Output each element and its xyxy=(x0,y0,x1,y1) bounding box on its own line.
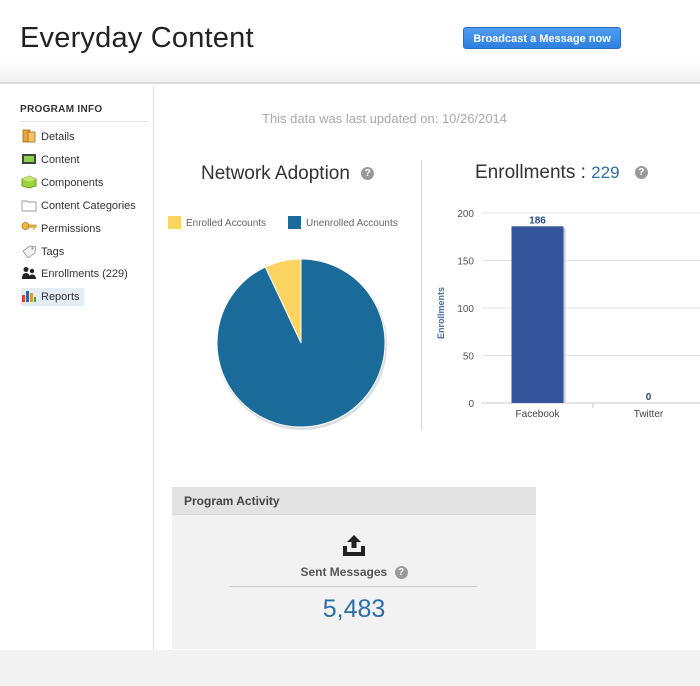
sidebar-heading: PROGRAM INFO xyxy=(20,104,103,115)
sent-messages-label: Sent Messages ? xyxy=(172,565,536,580)
upload-icon xyxy=(341,535,367,562)
sidebar-divider xyxy=(20,121,148,122)
y-tick-label: 200 xyxy=(457,209,474,220)
data-label: 0 xyxy=(646,392,652,403)
help-icon[interactable]: ? xyxy=(634,166,648,180)
network-adoption-pie-chart xyxy=(216,258,387,430)
details-icon xyxy=(21,129,37,143)
enrollments-title-text: Enrollments : xyxy=(475,162,586,183)
network-adoption-title: Network Adoption ? xyxy=(201,163,375,185)
enrollments-title: Enrollments : 229 ? xyxy=(475,162,648,184)
footer-band xyxy=(0,650,700,686)
enrollments-count: 229 xyxy=(591,163,620,182)
data-label: 186 xyxy=(529,215,546,226)
panel-divider xyxy=(421,160,422,430)
sidebar-item-label: Permissions xyxy=(41,223,101,235)
tags-icon xyxy=(21,244,37,259)
network-adoption-title-text: Network Adoption xyxy=(201,163,350,184)
y-axis-label: Enrollments xyxy=(436,287,446,339)
pie-slice-unenrolled-accounts[interactable] xyxy=(216,258,386,428)
sidebar-item-label: Components xyxy=(41,177,104,189)
x-tick-label: Twitter xyxy=(634,409,664,420)
y-tick-label: 100 xyxy=(457,304,474,315)
y-tick-label: 150 xyxy=(457,257,474,268)
sent-messages-divider xyxy=(229,586,477,587)
bar-facebook[interactable] xyxy=(511,226,564,403)
sent-messages-label-text: Sent Messages xyxy=(300,565,388,579)
last-updated-text: This data was last updated on: 10/26/201… xyxy=(262,111,508,126)
permissions-icon xyxy=(21,221,37,235)
program-activity-header: Program Activity xyxy=(172,487,536,515)
sidebar-item-label: Content Categories xyxy=(41,200,136,212)
help-icon[interactable]: ? xyxy=(361,167,375,181)
enrollments-bar-chart: 0 50 100 150 200 Enrollments 186 Facebook 0 Twitt… xyxy=(436,209,700,420)
sidebar-item-label: Details xyxy=(41,131,75,143)
sidebar-item-reports[interactable]: Reports xyxy=(21,288,84,306)
legend-label-enrolled: Enrolled Accounts xyxy=(186,218,267,230)
sidebar-item-tags[interactable]: Tags xyxy=(21,243,64,261)
sidebar-item-enrollments[interactable]: Enrollments (229) xyxy=(21,265,128,283)
sidebar-item-content[interactable]: Content xyxy=(21,151,80,169)
legend-unenrolled-accounts: Unenrolled Accounts xyxy=(288,216,398,231)
sidebar: PROGRAM INFO Details Content Components … xyxy=(0,86,154,652)
y-tick-label: 0 xyxy=(468,399,474,410)
sidebar-item-permissions[interactable]: Permissions xyxy=(21,220,101,238)
sidebar-item-content-categories[interactable]: Content Categories xyxy=(21,197,136,215)
sent-messages-value: 5,483 xyxy=(322,595,386,623)
reports-icon xyxy=(21,289,37,303)
page-header: Everyday Content Broadcast a Message now xyxy=(0,0,700,84)
components-icon xyxy=(21,175,37,189)
broadcast-message-button[interactable]: Broadcast a Message now xyxy=(463,27,621,49)
sidebar-item-label: Enrollments (229) xyxy=(41,268,128,280)
header-divider xyxy=(0,82,700,84)
y-tick-label: 50 xyxy=(463,352,475,363)
program-activity-title: Program Activity xyxy=(184,494,280,508)
legend-swatch-unenrolled xyxy=(288,216,301,229)
legend-swatch-enrolled xyxy=(168,216,181,229)
sidebar-item-label: Reports xyxy=(41,291,80,303)
sidebar-item-components[interactable]: Components xyxy=(21,174,103,192)
content-categories-icon xyxy=(21,198,37,212)
help-icon[interactable]: ? xyxy=(394,566,408,580)
legend-label-unenrolled: Unenrolled Accounts xyxy=(306,218,398,230)
sidebar-item-label: Tags xyxy=(41,246,65,258)
content-icon xyxy=(21,152,37,166)
enrollments-icon xyxy=(21,266,37,280)
sidebar-item-label: Content xyxy=(41,154,80,166)
x-tick-label: Facebook xyxy=(516,409,561,420)
header-band xyxy=(0,60,700,82)
sidebar-item-details[interactable]: Details xyxy=(21,128,75,146)
page-title: Everyday Content xyxy=(20,22,254,54)
program-activity-panel: Program Activity Sent Messages ? 5,483 xyxy=(172,487,536,649)
legend-enrolled-accounts: Enrolled Accounts xyxy=(168,216,267,231)
